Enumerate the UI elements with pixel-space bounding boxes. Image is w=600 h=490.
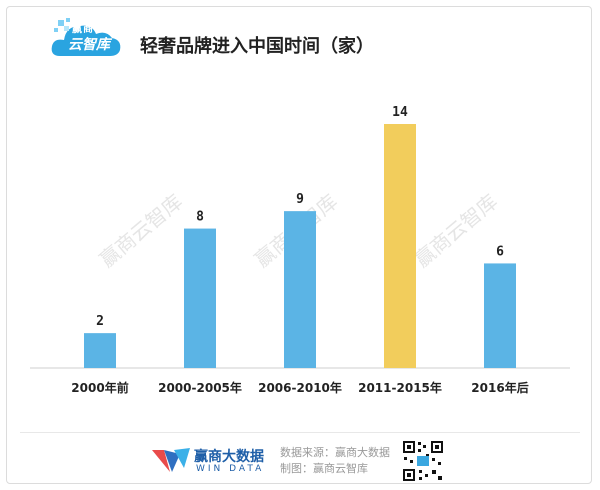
windata-logo-icon (152, 448, 190, 472)
x-tick-label: 2016年后 (471, 380, 528, 395)
bar-value-label: 2 (96, 314, 104, 329)
bar-value-label: 9 (296, 192, 304, 207)
x-tick-label: 2000年前 (71, 380, 128, 395)
bar (484, 263, 516, 368)
bar (84, 333, 116, 368)
logo-text-bottom: 云智库 (68, 37, 110, 53)
chart-title: 轻奢品牌进入中国时间（家） (140, 36, 374, 57)
logo-text-top: 赢商 (72, 24, 94, 35)
brand-name-cn: 赢商大数据 (194, 449, 264, 465)
bar-value-label: 6 (496, 244, 504, 259)
footer-divider (20, 432, 580, 433)
x-tick-label: 2006-2010年 (258, 380, 342, 395)
bar (284, 211, 316, 368)
source-line: 数据来源：赢商大数据 (280, 446, 390, 459)
footer-brand: 赢商大数据 WIN DATA (150, 444, 270, 480)
cloud-logo-icon (51, 18, 121, 56)
x-tick-label: 2000-2005年 (158, 380, 242, 395)
maker-line: 制图：赢商云智库 (280, 462, 368, 475)
brand-logo: 赢商 云智库 (50, 16, 122, 62)
qr-code-icon (402, 440, 444, 482)
brand-name-en: WIN DATA (196, 464, 265, 474)
source-info: 数据来源：赢商大数据 制图：赢商云智库 (280, 445, 390, 477)
bar-value-label: 14 (392, 105, 408, 120)
bar (384, 124, 416, 368)
x-tick-label: 2011-2015年 (358, 380, 442, 395)
bar-value-label: 8 (196, 210, 204, 225)
bar (184, 228, 216, 368)
